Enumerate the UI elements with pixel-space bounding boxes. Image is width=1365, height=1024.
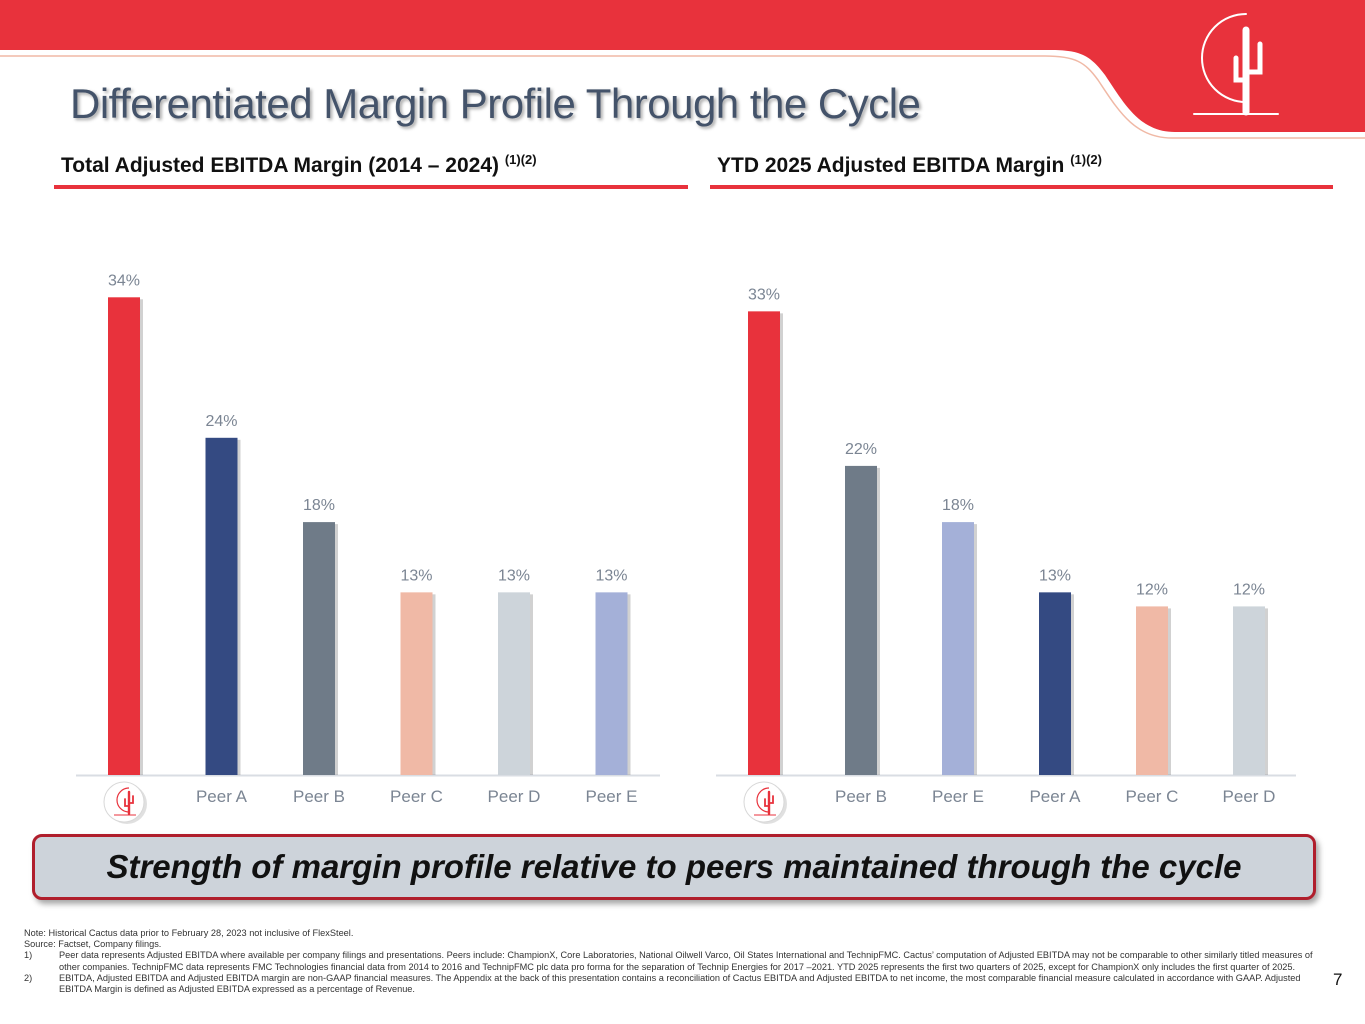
category-label: Peer D bbox=[488, 787, 541, 806]
cactus-logo-icon bbox=[1193, 13, 1279, 116]
bar-peer-b bbox=[845, 465, 877, 775]
left-heading-rule bbox=[54, 185, 688, 189]
data-label: 22% bbox=[845, 441, 877, 458]
category-label: Peer A bbox=[1029, 787, 1081, 806]
category-label: Peer D bbox=[1223, 787, 1276, 806]
source-line: Source: Factset, Company filings. bbox=[24, 939, 162, 950]
footnote-number: 1) bbox=[24, 950, 33, 961]
callout-box: Strength of margin profile relative to p… bbox=[32, 834, 1316, 900]
category-label: Peer E bbox=[586, 787, 638, 806]
cactus-category-logo-icon bbox=[103, 781, 147, 824]
bar-cactus bbox=[108, 297, 140, 775]
callout-text: Strength of margin profile relative to p… bbox=[106, 848, 1242, 885]
data-label: 13% bbox=[498, 567, 530, 584]
category-label: Peer E bbox=[932, 787, 984, 806]
bar-peer-e bbox=[595, 592, 628, 775]
bar-peer-d bbox=[498, 592, 530, 775]
footnote-text: EBITDA, Adjusted EBITDA and Adjusted EBI… bbox=[59, 972, 1301, 995]
note-line: Note: Historical Cactus data prior to Fe… bbox=[24, 928, 354, 938]
category-label: Peer B bbox=[293, 787, 345, 806]
right-chart-heading: YTD 2025 Adjusted EBITDA Margin (1)(2) bbox=[717, 152, 1102, 177]
bar-cactus bbox=[748, 311, 780, 775]
category-label: Peer C bbox=[1126, 787, 1179, 806]
category-label: Peer A bbox=[196, 787, 248, 806]
footnote-text: Peer data represents Adjusted EBITDA whe… bbox=[59, 950, 1313, 972]
bar-peer-a bbox=[1039, 592, 1071, 775]
footnote-2: 2) EBITDA, Adjusted EBITDA and Adjusted … bbox=[24, 973, 1314, 995]
data-label: 13% bbox=[1039, 567, 1071, 584]
data-label: 34% bbox=[108, 272, 140, 289]
header-banner bbox=[0, 0, 1365, 139]
category-label: Peer B bbox=[835, 787, 887, 806]
data-label: 13% bbox=[595, 567, 627, 584]
footnotes: Note: Historical Cactus data prior to Fe… bbox=[24, 928, 1314, 995]
category-label: Peer C bbox=[390, 787, 443, 806]
bar-peer-c bbox=[400, 592, 433, 775]
page-number: 7 bbox=[1333, 970, 1343, 989]
data-label: 12% bbox=[1233, 581, 1265, 598]
data-label: 12% bbox=[1136, 581, 1168, 598]
data-label: 18% bbox=[303, 497, 335, 514]
bar-peer-d bbox=[1233, 606, 1265, 775]
bar-peer-a bbox=[205, 437, 238, 775]
bar-peer-b bbox=[303, 522, 335, 775]
data-label: 13% bbox=[400, 567, 432, 584]
right-heading-rule bbox=[710, 185, 1333, 189]
footnote-number: 2) bbox=[24, 972, 33, 983]
footnote-1: 1) Peer data represents Adjusted EBITDA … bbox=[24, 950, 1314, 972]
left-chart-heading: Total Adjusted EBITDA Margin (2014 – 202… bbox=[61, 152, 537, 177]
data-label: 18% bbox=[942, 497, 974, 514]
bar-peer-c bbox=[1136, 606, 1168, 775]
bar-peer-e bbox=[942, 522, 974, 775]
page-title: Differentiated Margin Profile Through th… bbox=[70, 80, 921, 127]
cactus-category-logo-icon bbox=[743, 781, 787, 824]
data-label: 24% bbox=[205, 413, 237, 430]
data-label: 33% bbox=[748, 286, 780, 303]
